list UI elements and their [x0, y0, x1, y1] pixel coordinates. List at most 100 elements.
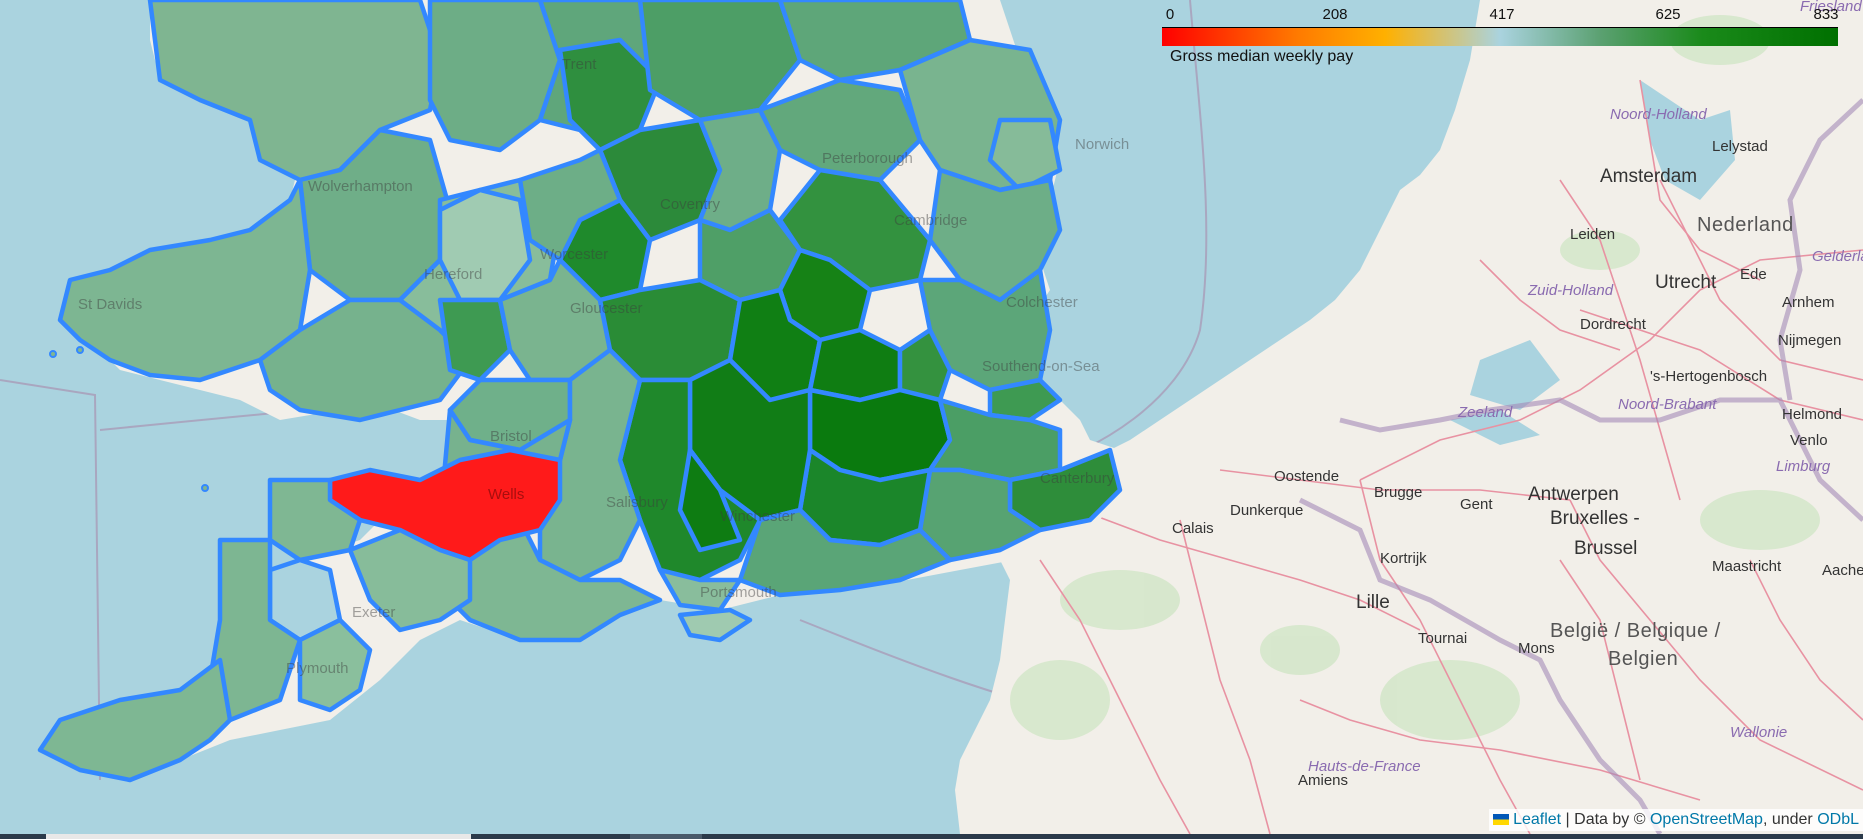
- region-harlow: [897, 327, 953, 403]
- label-cambridge: Cambridge: [894, 212, 968, 229]
- regions[interactable]: [37, 0, 1123, 783]
- label-norwich: Norwich: [1075, 136, 1130, 153]
- label-noord-brabant: Noord-Brabant: [1618, 396, 1717, 413]
- legend-tick: 208: [1322, 6, 1348, 23]
- label-hauts-de-france: Hauts-de-France: [1308, 758, 1421, 775]
- label-lelystad: Lelystad: [1712, 138, 1768, 155]
- label-winchester: Winchester: [720, 508, 796, 525]
- continent-land: [955, 0, 1863, 834]
- roads: [1039, 79, 1863, 834]
- label-kortrijk: Kortrijk: [1380, 550, 1427, 567]
- taskbar-segment: [46, 834, 471, 839]
- label-wallonie: Wallonie: [1730, 724, 1788, 741]
- region-cornwall: [37, 657, 233, 783]
- label-colchester: Colchester: [1006, 294, 1078, 311]
- label-antwerpen: Antwerpen: [1528, 484, 1619, 505]
- legend-tick: 625: [1655, 6, 1681, 23]
- westerschelde: [1450, 410, 1540, 445]
- label-oostende: Oostende: [1274, 468, 1340, 485]
- label-nijmegen: Nijmegen: [1778, 332, 1842, 349]
- label-bruxelles: Bruxelles -: [1550, 508, 1640, 529]
- label-dordrecht: Dordrecht: [1580, 316, 1646, 333]
- region-dorset: [437, 517, 663, 643]
- legend-tick: 0: [1165, 6, 1175, 23]
- region-devon-north: [267, 477, 363, 563]
- label-nederland: Nederland: [1697, 214, 1794, 236]
- label-belgie: België / Belgique /: [1550, 620, 1721, 642]
- region-hereford: [437, 187, 533, 303]
- region-exeter: [347, 527, 473, 633]
- label-wolverhampton: Wolverhampton: [308, 178, 413, 195]
- label-venlo: Venlo: [1790, 432, 1828, 449]
- label-st-davids: St Davids: [78, 296, 143, 313]
- scheldt-estuary: [1470, 340, 1560, 410]
- map-attribution: Leaflet | Data by © OpenStreetMap, under…: [1489, 809, 1863, 831]
- label-coventry: Coventry: [660, 196, 721, 213]
- region-sussex: [737, 507, 953, 598]
- legend-tick: 417: [1489, 6, 1515, 23]
- region-isle-of-wight: [677, 607, 753, 643]
- legend-tick: 833: [1813, 6, 1839, 23]
- osm-link[interactable]: OpenStreetMap: [1649, 811, 1763, 828]
- label-belgien: Belgien: [1608, 648, 1679, 670]
- label-southend: Southend-on-Sea: [982, 358, 1100, 375]
- label-tournai: Tournai: [1418, 630, 1468, 647]
- region-wales-west: [57, 177, 313, 383]
- label-trent: Trent: [562, 56, 597, 73]
- legend-gradient-bar: [1162, 28, 1838, 46]
- label-brugge: Brugge: [1374, 484, 1423, 501]
- region-wales-south: [257, 297, 473, 423]
- label-portsmouth: Portsmouth: [700, 584, 777, 601]
- label-bristol: Bristol: [490, 428, 532, 445]
- label-salisbury: Salisbury: [606, 494, 668, 511]
- odbl-link[interactable]: ODbL: [1817, 811, 1859, 828]
- color-legend: 0 208 417 625 833 Gross median weekly pa…: [1162, 4, 1839, 68]
- region-monmouth: [437, 297, 513, 383]
- label-dunkerque: Dunkerque: [1230, 502, 1304, 519]
- label-mons: Mons: [1518, 640, 1555, 657]
- label-gent: Gent: [1460, 496, 1493, 513]
- label-zeeland: Zeeland: [1458, 404, 1513, 421]
- small-islands: [49, 346, 209, 492]
- label-gelderland: Gelderland: [1812, 248, 1863, 265]
- region-worcester: [517, 147, 623, 263]
- label-ede: Ede: [1740, 266, 1767, 283]
- label-limburg: Limburg: [1776, 458, 1831, 475]
- ukraine-flag-icon: [1493, 814, 1510, 825]
- label-worcester: Worcester: [540, 246, 609, 263]
- label-aachen: Aachen: [1822, 562, 1863, 579]
- label-utrecht: Utrecht: [1655, 272, 1717, 293]
- label-noord-holland: Noord-Holland: [1610, 106, 1707, 123]
- region-southend: [987, 377, 1063, 423]
- leaflet-link[interactable]: Leaflet: [1513, 811, 1562, 828]
- region-peterborough: [757, 77, 923, 183]
- label-calais: Calais: [1172, 520, 1214, 537]
- region-mendip: [327, 447, 563, 563]
- region-winchester: [677, 447, 743, 553]
- taskbar-segment: [630, 834, 702, 839]
- region-plymouth: [297, 617, 373, 713]
- label-arnhem: Arnhem: [1782, 294, 1835, 311]
- label-leiden: Leiden: [1570, 226, 1616, 243]
- label-wells: Wells: [488, 486, 525, 503]
- label-exeter: Exeter: [352, 604, 396, 621]
- legend-ticks: 0 208 417 625 833: [1162, 6, 1839, 26]
- region-portsmouth: [657, 567, 743, 613]
- label-gloucester: Gloucester: [570, 300, 643, 317]
- label-helmond: Helmond: [1782, 406, 1843, 423]
- label-brussel: Brussel: [1574, 538, 1638, 559]
- label-hereford: Hereford: [424, 266, 483, 283]
- ijsselmeer: [1640, 80, 1735, 200]
- label-amiens: Amiens: [1298, 772, 1349, 789]
- attribution-text: | Data by ©: [1561, 811, 1650, 828]
- label-maastricht: Maastricht: [1712, 558, 1782, 575]
- label-canterbury: Canterbury: [1040, 470, 1115, 487]
- label-s-hertogenbosch: 's-Hertogenbosch: [1650, 368, 1768, 385]
- label-zuid-holland: Zuid-Holland: [1528, 282, 1614, 299]
- label-lille: Lille: [1356, 592, 1390, 613]
- label-peterborough: Peterborough: [822, 150, 913, 167]
- attribution-under: , under: [1762, 811, 1818, 828]
- country-borders: [1298, 98, 1863, 834]
